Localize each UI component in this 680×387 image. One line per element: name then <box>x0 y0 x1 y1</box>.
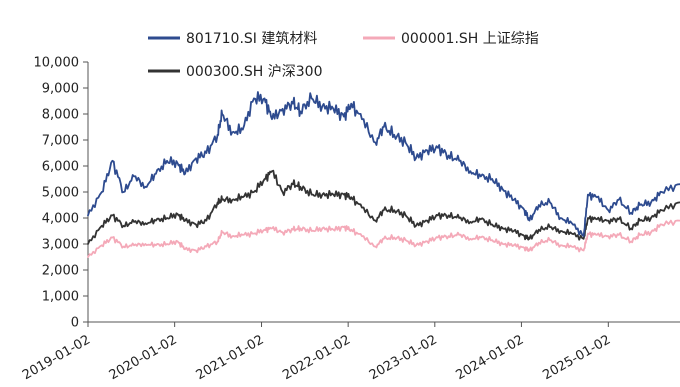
y-tick-label: 4,000 <box>42 212 79 227</box>
y-tick-label: 3,000 <box>42 238 79 253</box>
series-lines <box>87 91 680 258</box>
y-tick-label: 9,000 <box>42 82 79 97</box>
x-tick-label: 2022-01-02 <box>280 332 353 383</box>
y-tick-label: 0 <box>71 316 79 331</box>
y-tick-label: 2,000 <box>42 264 79 279</box>
x-tick-label: 2019-01-02 <box>20 332 93 383</box>
series-line-2 <box>87 169 680 245</box>
x-tick-label: 2021-01-02 <box>194 332 267 383</box>
y-tick-label: 8,000 <box>42 108 79 123</box>
legend-label-1: 000001.SH 上证综指 <box>401 31 539 47</box>
x-tick-label: 2025-01-02 <box>540 332 613 383</box>
x-axis-ticks: 2019-01-02 2020-01-02 2021-01-02 2022-01-02… <box>20 322 613 383</box>
y-tick-label: 6,000 <box>42 160 79 175</box>
y-tick-label: 7,000 <box>42 134 79 149</box>
y-tick-label: 10,000 <box>34 56 80 71</box>
legend: 801710.SI 建筑材料 000001.SH 上证综指 000300.SH 沪深… <box>148 31 539 80</box>
x-tick-label: 2020-01-02 <box>107 332 180 383</box>
x-tick-label: 2024-01-02 <box>453 332 526 383</box>
y-tick-label: 5,000 <box>42 186 79 201</box>
series-line-1 <box>87 219 680 258</box>
legend-label-2: 000300.SH 沪深300 <box>186 64 322 80</box>
legend-label-0: 801710.SI 建筑材料 <box>186 31 317 47</box>
plot-area: 0 1,000 2,000 3,000 4,000 5,000 6,000 7,000 8,00… <box>20 56 680 383</box>
x-tick-label: 2023-01-02 <box>367 332 440 383</box>
y-axis-ticks: 0 1,000 2,000 3,000 4,000 5,000 6,000 7,000 8,00… <box>34 56 88 331</box>
series-line-0 <box>87 91 680 238</box>
y-tick-label: 1,000 <box>42 290 79 305</box>
